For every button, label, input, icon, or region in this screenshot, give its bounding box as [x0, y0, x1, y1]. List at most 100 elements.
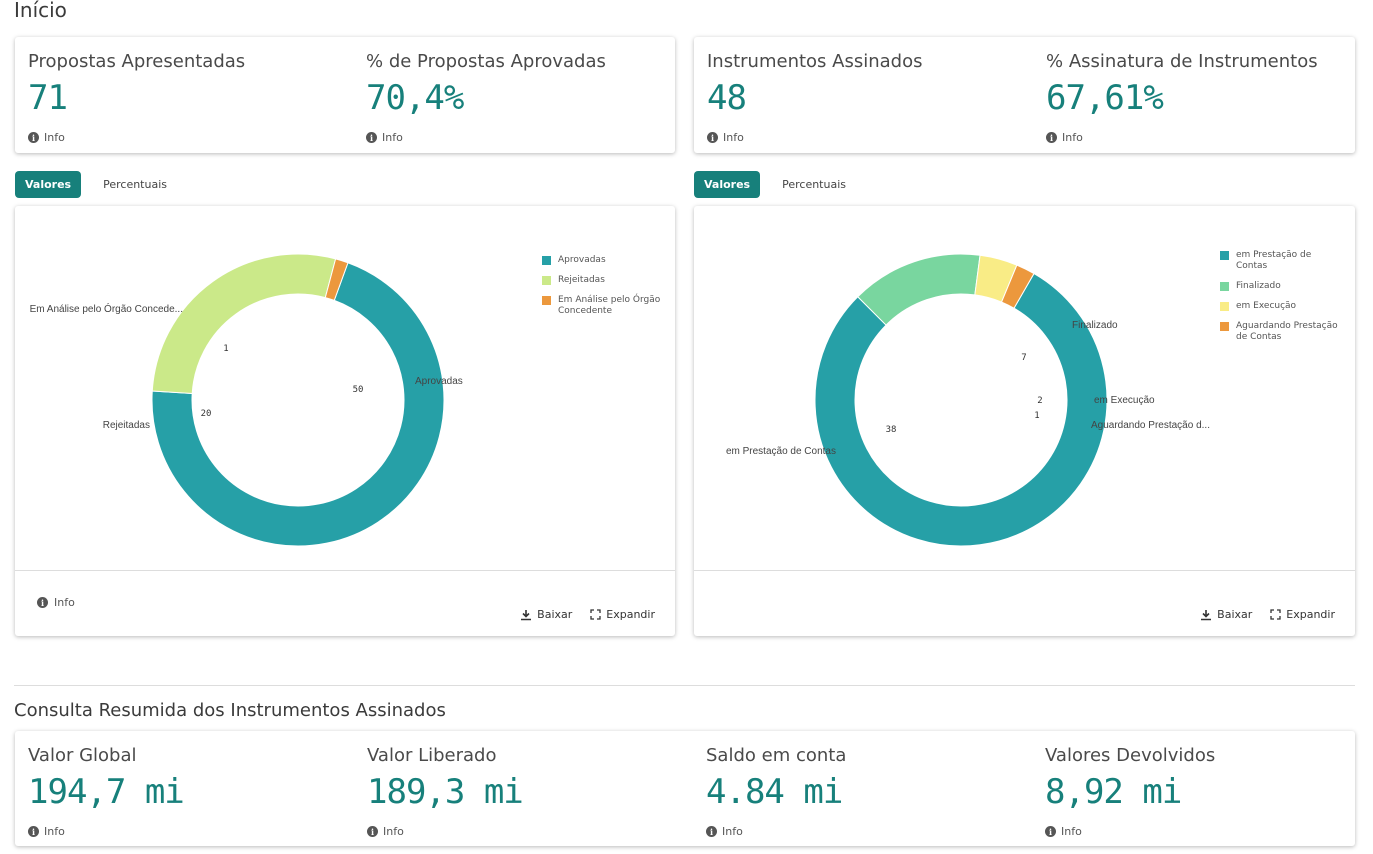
download-button[interactable]: Baixar	[520, 608, 572, 621]
chart-actions: Baixar Expandir	[520, 608, 655, 621]
legend-swatch	[542, 276, 551, 285]
donut-slice[interactable]	[814, 272, 1108, 547]
info-label: Info	[44, 131, 65, 144]
legend-label: Em Análise pelo Órgão Concedente	[558, 295, 661, 316]
page-title: Início	[14, 0, 67, 22]
kpi-value: 194,7 mi	[28, 772, 185, 812]
info-link[interactable]: i Info	[706, 825, 743, 838]
info-link[interactable]: i Info	[28, 825, 65, 838]
slice-category-label: Aguardando Prestação d...	[1091, 420, 1210, 431]
summary-valor-global: Valor Global 194,7 mi i Info	[28, 745, 185, 838]
legend-label: em Prestação de Contas	[1236, 250, 1312, 271]
legend-item[interactable]: Aprovadas	[542, 255, 662, 266]
legend-swatch	[1220, 302, 1229, 311]
kpi-value: 4.84 mi	[706, 772, 843, 812]
slice-value-label: 2	[1037, 396, 1042, 406]
kpi-value: 71	[28, 78, 68, 118]
kpi-label: Valores Devolvidos	[1045, 745, 1216, 766]
donut-slice[interactable]	[1000, 264, 1035, 309]
info-link[interactable]: i Info	[1046, 131, 1083, 144]
info-icon: i	[28, 826, 39, 837]
slice-category-label: Em Análise pelo Órgão Concede...	[30, 302, 183, 315]
divider	[694, 570, 1355, 571]
kpi-assinatura-instrumentos: % Assinatura de Instrumentos 67,61% i In…	[1046, 51, 1318, 144]
donut-slice[interactable]	[151, 262, 445, 547]
legend-item[interactable]: Em Análise pelo Órgão Concedente	[542, 295, 662, 317]
legend-swatch	[542, 256, 551, 265]
tab-percentuais[interactable]: Percentuais	[103, 178, 167, 191]
summary-valores-devolvidos: Valores Devolvidos 8,92 mi i Info	[1045, 745, 1216, 838]
section-title: Consulta Resumida dos Instrumentos Assin…	[14, 700, 446, 721]
legend-swatch	[1220, 251, 1229, 260]
legend-item[interactable]: em Prestação de Contas	[1220, 250, 1340, 272]
legend-item[interactable]: Aguardando Prestação de Contas	[1220, 321, 1340, 343]
download-button[interactable]: Baixar	[1200, 608, 1252, 621]
kpi-propostas-aprovadas: % de Propostas Aprovadas 70,4% i Info	[366, 51, 606, 144]
legend-label: Rejeitadas	[558, 275, 605, 285]
info-icon: i	[1045, 826, 1056, 837]
info-label: Info	[44, 825, 65, 838]
summary-saldo-conta: Saldo em conta 4.84 mi i Info	[706, 745, 846, 838]
info-link[interactable]: i Info	[366, 131, 403, 144]
info-label: Info	[54, 596, 75, 609]
kpi-instrumentos-assinados: Instrumentos Assinados 48 i Info	[707, 51, 922, 144]
legend-label: Finalizado	[1236, 281, 1281, 291]
info-icon: i	[367, 826, 378, 837]
tab-percentuais[interactable]: Percentuais	[782, 178, 846, 191]
slice-value-label: 50	[353, 385, 364, 395]
kpi-label: Valor Liberado	[367, 745, 497, 766]
info-icon: i	[366, 132, 377, 143]
download-label: Baixar	[1217, 608, 1253, 621]
section-divider	[14, 685, 1355, 686]
info-label: Info	[383, 825, 404, 838]
donut-chart-proposals: 50 Aprovadas 20 Rejeitadas 1 Em Análise pelo …	[30, 253, 463, 547]
info-link[interactable]: i Info	[37, 596, 75, 609]
donut-slice[interactable]	[324, 258, 349, 302]
chart-legend: Aprovadas Rejeitadas Em Análise pelo Órgão…	[542, 255, 662, 326]
info-link[interactable]: i Info	[1045, 825, 1082, 838]
info-icon: i	[28, 132, 39, 143]
download-label: Baixar	[537, 608, 573, 621]
chart-tabs-left: Valores Percentuais	[15, 171, 177, 198]
kpi-value: 48	[707, 78, 747, 118]
legend-item[interactable]: em Execução	[1220, 301, 1340, 312]
legend-label: em Execução	[1236, 301, 1297, 311]
info-label: Info	[382, 131, 403, 144]
tab-valores[interactable]: Valores	[694, 171, 761, 198]
kpi-value: 70,4%	[366, 78, 464, 118]
donut-slice[interactable]	[857, 253, 981, 326]
info-link[interactable]: i Info	[707, 131, 744, 144]
info-link[interactable]: i Info	[28, 131, 65, 144]
slice-value-label: 7	[1021, 353, 1026, 363]
info-link[interactable]: i Info	[367, 825, 404, 838]
expand-button[interactable]: Expandir	[1270, 608, 1335, 621]
legend-item[interactable]: Rejeitadas	[542, 275, 662, 286]
chart-tabs-right: Valores Percentuais	[694, 171, 856, 198]
expand-button[interactable]: Expandir	[590, 608, 655, 621]
kpi-propostas-apresentadas: Propostas Apresentadas 71 i Info	[28, 51, 245, 144]
expand-icon	[590, 609, 601, 620]
donut-slice[interactable]	[151, 253, 337, 395]
expand-label: Expandir	[1286, 608, 1335, 621]
slice-category-label: em Prestação de Contas	[726, 446, 836, 457]
slice-value-label: 1	[223, 344, 228, 354]
legend-label: Aguardando Prestação de Contas	[1236, 321, 1338, 342]
info-icon: i	[1046, 132, 1057, 143]
donut-chart-instruments: 38 em Prestação de Contas 7 Finalizado 2 em E…	[726, 253, 1210, 547]
info-icon: i	[37, 597, 48, 608]
slice-category-label: em Execução	[1094, 395, 1155, 406]
tab-valores[interactable]: Valores	[15, 171, 82, 198]
expand-icon	[1270, 609, 1281, 620]
kpi-value: 189,3 mi	[367, 772, 524, 812]
legend-swatch	[1220, 282, 1229, 291]
chart-legend: em Prestação de Contas Finalizado em Execu…	[1220, 250, 1340, 352]
kpi-label: Valor Global	[28, 745, 137, 766]
legend-item[interactable]: Finalizado	[1220, 281, 1340, 292]
info-label: Info	[1061, 825, 1082, 838]
kpi-value: 8,92 mi	[1045, 772, 1182, 812]
slice-category-label: Aprovadas	[415, 376, 463, 387]
download-icon	[521, 609, 532, 620]
kpi-label: % de Propostas Aprovadas	[366, 51, 606, 72]
kpi-value: 67,61%	[1046, 78, 1164, 118]
chart-card-instruments: 38 em Prestação de Contas 7 Finalizado 2 em E…	[694, 206, 1355, 636]
